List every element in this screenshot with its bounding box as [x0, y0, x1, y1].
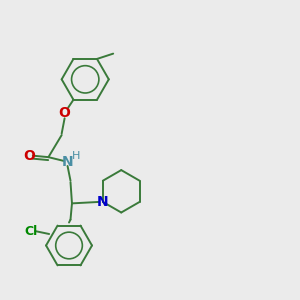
Text: H: H — [72, 151, 80, 161]
Text: N: N — [97, 195, 109, 209]
Text: O: O — [23, 149, 35, 163]
Text: N: N — [62, 154, 74, 169]
Text: O: O — [59, 106, 70, 120]
Text: Cl: Cl — [24, 225, 38, 238]
